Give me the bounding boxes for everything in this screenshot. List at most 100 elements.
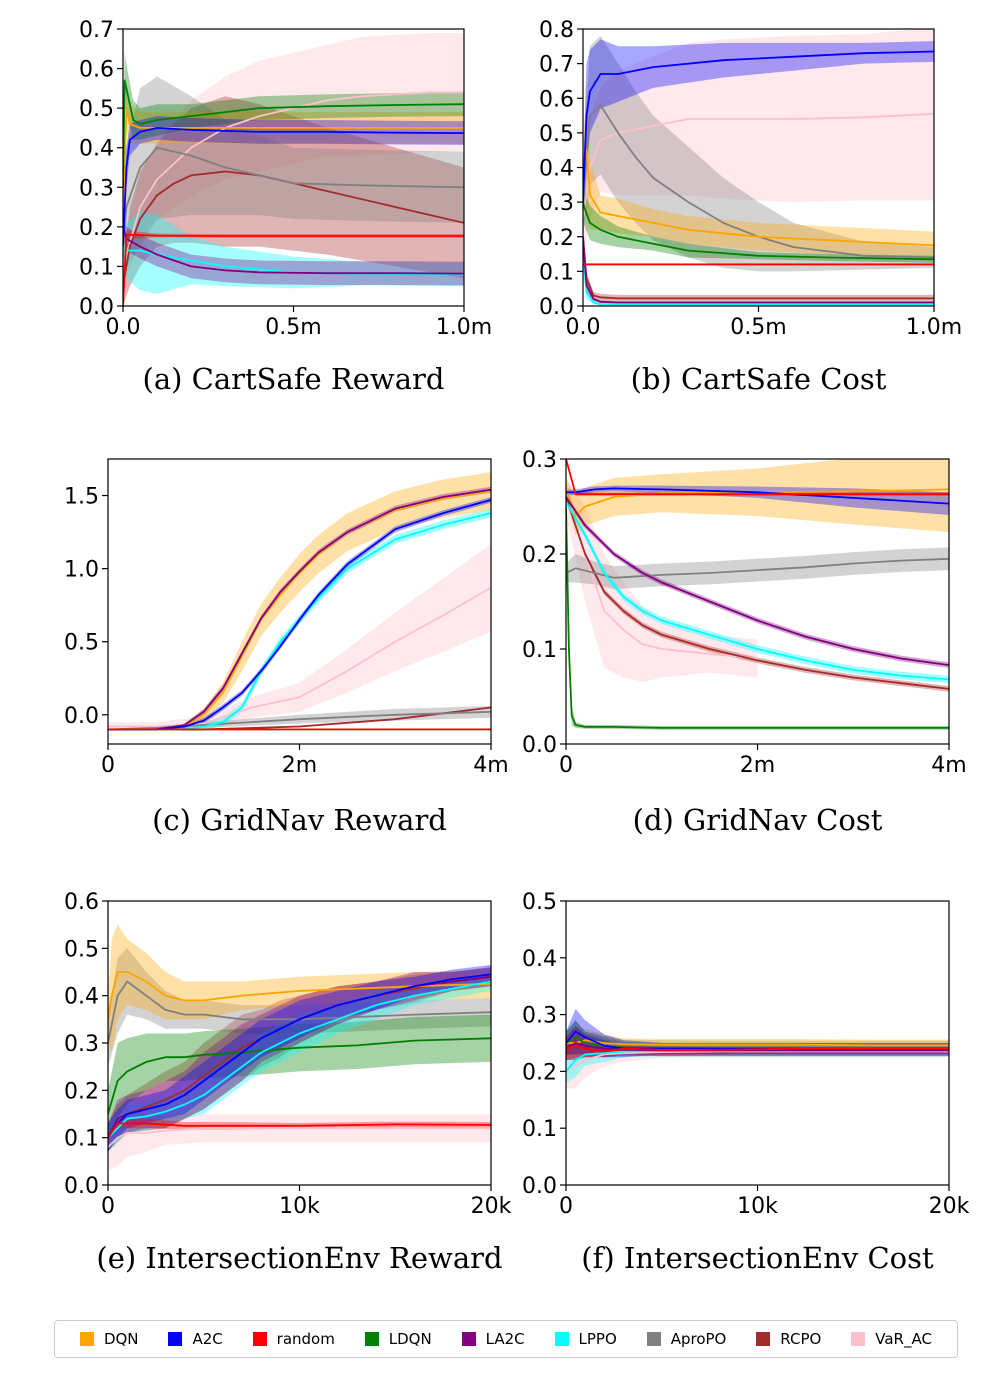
line-lppo bbox=[108, 512, 491, 731]
x-tick-label: 4m bbox=[931, 753, 966, 778]
plot-area bbox=[108, 924, 491, 1171]
legend-swatch bbox=[168, 1332, 183, 1346]
line-ldqn bbox=[583, 201, 934, 261]
legend-item-la2c: LA2C bbox=[461, 1330, 525, 1348]
y-tick-label: 0.4 bbox=[522, 947, 557, 972]
legend-item-dqn: DQN bbox=[79, 1330, 139, 1348]
x-tick-label: 0 bbox=[101, 1194, 115, 1219]
band-lppo bbox=[566, 498, 949, 684]
band-rcpo bbox=[108, 967, 491, 1152]
y-tick-label: 0.1 bbox=[79, 255, 114, 280]
band-apropo bbox=[566, 547, 949, 590]
x-tick-label: 0.0 bbox=[566, 315, 601, 340]
line-la2c bbox=[123, 226, 464, 275]
line-a2c bbox=[123, 127, 464, 247]
line-apropo bbox=[108, 710, 491, 731]
legend-label: AproPO bbox=[670, 1330, 727, 1348]
y-tick-label: 0.0 bbox=[64, 704, 99, 729]
panel-caption: (f) IntersectionEnv Cost bbox=[581, 1241, 934, 1275]
y-tick-label: 0.0 bbox=[522, 733, 557, 758]
x-tick-label: 2m bbox=[282, 753, 317, 778]
legend-item-lppo: LPPO bbox=[554, 1330, 617, 1348]
line-a2c bbox=[108, 973, 491, 1139]
line-dqn bbox=[108, 490, 491, 731]
panel-caption: (d) GridNav Cost bbox=[633, 803, 883, 837]
y-tick-label: 0.1 bbox=[64, 1127, 99, 1152]
y-tick-label: 0.1 bbox=[522, 638, 557, 663]
y-tick-label: 0.5 bbox=[522, 890, 557, 915]
panel-caption: (b) CartSafe Cost bbox=[631, 362, 887, 396]
line-var-ac bbox=[108, 1127, 491, 1148]
line-a2c bbox=[583, 50, 934, 203]
y-tick-label: 0.5 bbox=[64, 631, 99, 656]
legend-label: random bbox=[276, 1330, 335, 1348]
y-tick-label: 0.4 bbox=[79, 137, 114, 162]
y-tick-label: 0.2 bbox=[79, 216, 114, 241]
x-tick-label: 10k bbox=[279, 1194, 320, 1219]
y-tick-label: 0.2 bbox=[64, 1079, 99, 1104]
line-ldqn bbox=[566, 506, 949, 729]
legend-label: DQN bbox=[103, 1330, 139, 1348]
line-la2c bbox=[108, 488, 491, 731]
y-tick-label: 0.5 bbox=[79, 97, 114, 122]
y-tick-label: 0.7 bbox=[539, 53, 574, 78]
legend-swatch bbox=[646, 1332, 661, 1346]
y-tick-label: 0.0 bbox=[539, 295, 574, 320]
panel-3: 0.0 0.5 1.0 1.5 0 2m 4m (c) GridNav Reward bbox=[64, 458, 509, 837]
band-apropo bbox=[583, 35, 934, 272]
line-apropo bbox=[108, 980, 491, 1044]
y-tick-label: 0.4 bbox=[539, 157, 574, 182]
x-tick-label: 1.0m bbox=[906, 315, 962, 340]
line-var-ac bbox=[123, 91, 464, 267]
band-rcpo bbox=[123, 96, 464, 306]
band-dqn bbox=[108, 924, 491, 1053]
y-tick-label: 0.6 bbox=[79, 58, 114, 83]
band-dqn bbox=[566, 459, 949, 535]
band-random bbox=[566, 459, 949, 496]
line-lppo bbox=[108, 980, 491, 1139]
line-random bbox=[566, 1044, 949, 1053]
y-tick-label: 0.2 bbox=[539, 226, 574, 251]
band-var-ac bbox=[583, 29, 934, 255]
y-tick-label: 0.2 bbox=[522, 543, 557, 568]
panel-2: 0.0 0.1 0.2 0.3 0.4 0.5 0.6 0.7 0.8 0.0 0.5m 1.0m (b… bbox=[539, 18, 962, 396]
legend-swatch bbox=[756, 1332, 771, 1346]
band-a2c bbox=[583, 39, 934, 220]
y-tick-label: 0.3 bbox=[539, 191, 574, 216]
legend-swatch bbox=[554, 1332, 569, 1346]
y-tick-label: 0.0 bbox=[522, 1174, 557, 1199]
plot-area bbox=[123, 33, 464, 306]
line-var-ac bbox=[583, 112, 934, 220]
panel-6: 0.0 0.1 0.2 0.3 0.4 0.5 0 10k 20k (f) Intersectio… bbox=[522, 890, 970, 1275]
band-dqn bbox=[123, 88, 464, 243]
legend-item-random: random bbox=[252, 1330, 335, 1348]
legend-label: LDQN bbox=[388, 1330, 432, 1348]
line-la2c bbox=[583, 236, 934, 304]
plot-area bbox=[566, 459, 949, 730]
y-tick-label: 0.6 bbox=[539, 87, 574, 112]
x-tick-label: 4m bbox=[473, 753, 508, 778]
y-tick-label: 0.1 bbox=[539, 260, 574, 285]
y-tick-label: 0.8 bbox=[539, 18, 574, 43]
plot-area bbox=[583, 29, 934, 306]
line-apropo bbox=[123, 146, 464, 243]
x-tick-label: 0.5m bbox=[265, 315, 321, 340]
line-ldqn bbox=[123, 79, 464, 188]
y-tick-label: 0.2 bbox=[522, 1060, 557, 1085]
y-tick-label: 1.5 bbox=[64, 485, 99, 510]
x-tick-label: 1.0m bbox=[436, 315, 492, 340]
panel-caption: (a) CartSafe Reward bbox=[143, 362, 445, 396]
y-tick-label: 0.0 bbox=[79, 295, 114, 320]
legend-swatch bbox=[79, 1332, 94, 1346]
y-tick-label: 0.3 bbox=[64, 1032, 99, 1057]
legend-swatch bbox=[364, 1332, 379, 1346]
y-tick-label: 0.0 bbox=[64, 1174, 99, 1199]
x-tick-label: 0 bbox=[559, 753, 573, 778]
line-dqn bbox=[583, 149, 934, 247]
x-tick-label: 0.5m bbox=[730, 315, 786, 340]
band-a2c bbox=[108, 964, 491, 1152]
y-tick-label: 0.5 bbox=[64, 937, 99, 962]
panel-1: 0.0 0.1 0.2 0.3 0.4 0.5 0.6 0.7 0.0 0.5m 1.0m (a) C… bbox=[79, 18, 492, 396]
legend-item-var-ac: VaR_AC bbox=[851, 1330, 932, 1348]
y-tick-label: 0.4 bbox=[64, 985, 99, 1010]
